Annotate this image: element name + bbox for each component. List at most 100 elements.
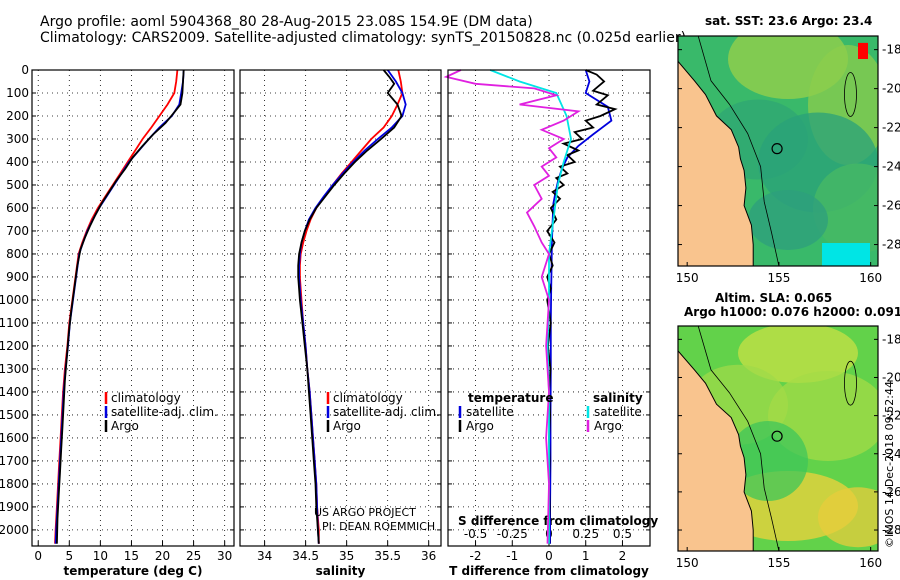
lon-tick-label: 155	[767, 271, 790, 285]
y-tick-label: 800	[6, 247, 29, 261]
map-frame	[677, 325, 879, 552]
x-axis-label: salinity	[316, 564, 366, 578]
x-tick-label: 20	[155, 549, 170, 563]
legend-label: climatology	[333, 391, 403, 405]
sla-map: -18 -20 -22 -24 -26 -28 150 155 160	[676, 325, 900, 570]
y-tick-label: 1700	[0, 454, 29, 468]
map-inner	[678, 326, 878, 551]
series-line-3	[443, 69, 582, 544]
x-tick-label: 34	[257, 549, 272, 563]
lat-tick-label: -28	[882, 523, 900, 537]
series-line-2	[489, 69, 572, 544]
x-tick-label: 10	[93, 549, 108, 563]
x-tick-label: 2	[619, 549, 627, 563]
series-line-1	[546, 69, 618, 544]
secondary-x-tick-label: -0.5	[464, 527, 487, 541]
lat-tick-label: -22	[882, 409, 900, 423]
legend-label: satellite-adj. clim.	[333, 405, 440, 419]
lat-tick-label: -24	[882, 160, 900, 174]
depth-contour	[697, 326, 780, 551]
lat-tick-label: -26	[882, 199, 900, 213]
y-tick-label: 1200	[0, 339, 29, 353]
series-line-2	[297, 69, 403, 544]
plot-frame	[31, 69, 235, 547]
lon-tick-label: 150	[676, 556, 699, 570]
map-frame	[677, 35, 879, 267]
reef-contour	[844, 360, 857, 406]
diff-legend-title-sal: salinity	[593, 391, 643, 405]
y-tick-label: 1000	[0, 293, 29, 307]
x-tick-label: 0	[34, 549, 42, 563]
secondary-x-axis-label: S difference from climatology	[458, 514, 658, 528]
y-tick-label: 100	[6, 86, 29, 100]
header-line1: Argo profile: aoml 5904368_80 28-Aug-201…	[40, 14, 533, 30]
credit-pi: PI: DEAN ROEMMICH	[322, 520, 435, 533]
legend-label: satellite	[466, 405, 514, 419]
plot-frame	[447, 69, 651, 547]
field-patch	[738, 326, 858, 383]
y-tick-label: 300	[6, 132, 29, 146]
lat-tick-label: -26	[882, 485, 900, 499]
x-tick-label: 1	[582, 549, 590, 563]
profile-panel-0: 0 5 10 15 20 25 30 temperature (deg C) 0 100 200 30…	[0, 63, 235, 578]
sst-map-title: sat. SST: 23.6 Argo: 23.4	[705, 14, 872, 28]
y-tick-label: 1900	[0, 500, 29, 514]
x-tick-label: 15	[124, 549, 139, 563]
secondary-x-tick-label: -0.25	[497, 527, 528, 541]
legend-label: satellite	[594, 405, 642, 419]
x-tick-label: 30	[217, 549, 232, 563]
series-line-2	[56, 69, 185, 544]
field-patch	[813, 163, 878, 254]
lon-tick-label: 155	[767, 556, 790, 570]
land-mass	[678, 36, 754, 266]
diff-legend-title-temp: temperature	[468, 391, 553, 405]
y-tick-label: 1500	[0, 408, 29, 422]
depth-contour	[697, 36, 780, 266]
y-tick-label: 2000	[0, 523, 29, 537]
series-line-0	[54, 69, 179, 544]
field-patch	[728, 421, 808, 501]
float-position-marker	[771, 143, 783, 155]
secondary-x-tick-label: 0.25	[572, 527, 599, 541]
lat-tick-label: -22	[882, 121, 900, 135]
y-tick-label: 600	[6, 201, 29, 215]
reef-contour	[844, 72, 857, 117]
warm-patch	[858, 42, 868, 59]
land-mass	[678, 326, 754, 551]
y-tick-label: 400	[6, 155, 29, 169]
legend-label: Argo	[333, 419, 361, 433]
x-tick-label: 34.5	[292, 549, 319, 563]
y-tick-label: 200	[6, 109, 29, 123]
lat-tick-label: -18	[882, 332, 900, 346]
credit-project: US ARGO PROJECT	[314, 506, 416, 519]
header-line2: Climatology: CARS2009. Satellite-adjuste…	[40, 30, 686, 46]
lon-tick-label: 160	[859, 556, 882, 570]
cold-patch	[822, 243, 870, 266]
x-tick-label: 35	[339, 549, 354, 563]
profile-panel-2: -2 -1 0 1 2T difference from climatology -0.5…	[443, 69, 658, 578]
secondary-x-tick-label: 0.5	[613, 527, 632, 541]
legend-label: Argo	[466, 419, 494, 433]
sla-map-title1: Altim. SLA: 0.065	[715, 291, 832, 305]
sst-map: -18 -20 -22 -24 -26 -28 150 155 160	[676, 35, 900, 285]
x-axis-label: temperature (deg C)	[64, 564, 203, 578]
lon-tick-label: 160	[859, 271, 882, 285]
series-line-0	[549, 69, 613, 544]
map-inner	[678, 36, 878, 266]
y-tick-label: 700	[6, 224, 29, 238]
field-patch	[818, 487, 878, 548]
y-tick-label: 1100	[0, 316, 29, 330]
y-tick-label: 0	[21, 63, 29, 77]
y-tick-label: 900	[6, 270, 29, 284]
diff-legend: temperature salinitysatelliteArgosatellit…	[458, 391, 643, 433]
y-tick-label: 500	[6, 178, 29, 192]
lat-tick-label: -20	[882, 370, 900, 384]
x-axis-label: T difference from climatology	[449, 564, 649, 578]
profile-panel-1: 34 34.5 35 35.5 36 salinity	[239, 69, 442, 578]
legend-label: satellite-adj. clim.	[111, 405, 218, 419]
sla-map-title2: Argo h1000: 0.076 h2000: 0.091	[684, 305, 900, 319]
plot-frame	[239, 69, 442, 547]
